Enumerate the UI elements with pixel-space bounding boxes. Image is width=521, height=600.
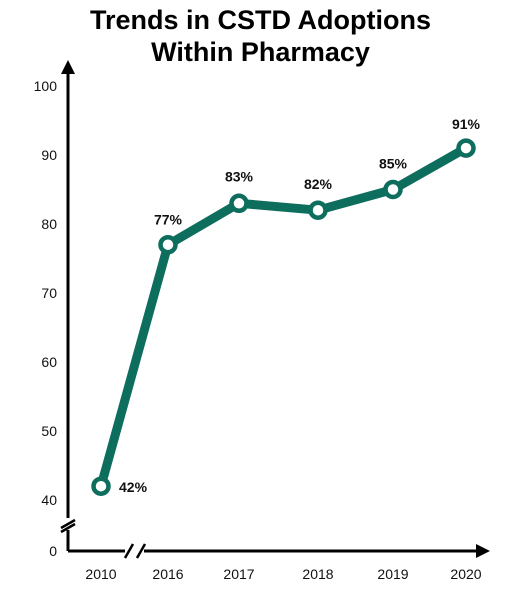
x-tick-label: 2017 [223, 566, 254, 582]
y-tick-label: 0 [49, 543, 57, 559]
data-point [308, 200, 328, 220]
chart-title-line-2: Within Pharmacy [151, 37, 370, 67]
y-tick-label: 50 [41, 423, 57, 439]
data-labels: 42% 77% 83% 82% 85% 91% [119, 116, 481, 495]
data-point [456, 138, 476, 158]
chart-title-line-1: Trends in CSTD Adoptions [90, 5, 431, 35]
data-label: 77% [154, 212, 183, 228]
y-axis-arrow [61, 60, 75, 74]
x-tick-label: 2010 [85, 566, 116, 582]
y-tick-label: 70 [41, 285, 57, 301]
y-tick-label: 90 [41, 147, 57, 163]
y-tick-label: 80 [41, 216, 57, 232]
x-axis-break-mark-2 [135, 543, 147, 559]
y-tick-label: 100 [34, 78, 58, 94]
x-axis-break-mark-1 [123, 543, 135, 559]
data-label: 83% [225, 168, 254, 184]
x-axis-ticks: 2010 2016 2017 2018 2019 2020 [85, 566, 481, 582]
data-label: 91% [452, 116, 481, 132]
y-axis-break-mark-2 [60, 522, 76, 534]
series-line [96, 143, 471, 491]
x-tick-label: 2019 [377, 566, 408, 582]
x-tick-label: 2020 [450, 566, 481, 582]
data-label: 42% [119, 479, 148, 495]
data-point [229, 193, 249, 214]
x-tick-label: 2018 [302, 566, 333, 582]
data-point [383, 179, 403, 200]
data-label: 85% [379, 156, 408, 172]
y-axis-break-mark-1 [60, 518, 76, 530]
axes [60, 60, 490, 559]
data-point [91, 476, 111, 496]
chart-title: Trends in CSTD Adoptions Within Pharmacy [0, 4, 521, 68]
y-tick-label: 40 [41, 492, 57, 508]
y-tick-label: 60 [41, 354, 57, 370]
series [91, 138, 476, 496]
x-tick-label: 2016 [152, 566, 183, 582]
y-axis-ticks: 0 40 50 60 70 80 90 100 [34, 78, 58, 559]
data-label: 82% [304, 176, 333, 192]
data-point [158, 234, 178, 255]
x-axis-arrow [476, 544, 490, 558]
